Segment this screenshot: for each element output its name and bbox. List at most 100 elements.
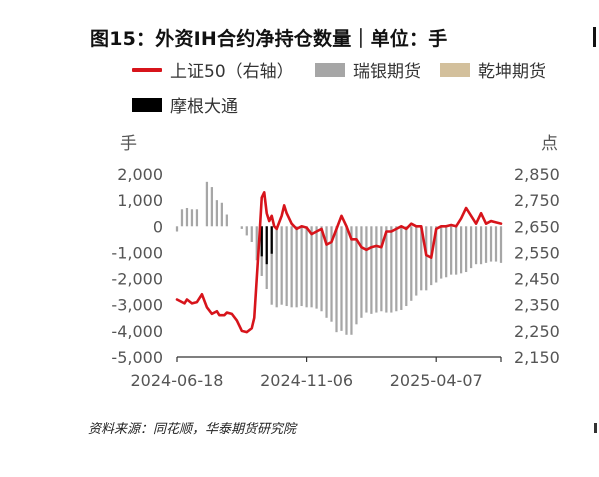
bar-ubs (375, 226, 378, 313)
bar-ubs (484, 226, 488, 263)
left-axis-tick-label: -1,000 (111, 243, 163, 262)
legend-label: 摩根大通 (170, 97, 238, 117)
bar-ubs (360, 226, 363, 318)
bar-ubs (400, 226, 403, 310)
bar-ubs (240, 226, 243, 229)
bar-ubs (370, 226, 373, 314)
legend-swatch-box (315, 62, 345, 77)
right-axis-tick-label: 2,750 (514, 191, 560, 210)
bar-ubs (499, 226, 503, 263)
adjacent-panel-edge-lower (594, 423, 597, 433)
bar-ubs (420, 226, 423, 291)
bar-ubs (255, 226, 258, 261)
left-axis-unit: 手 (120, 134, 137, 154)
bar-ubs (425, 226, 428, 291)
bar-ubs (435, 226, 438, 283)
bar-ubs (440, 226, 443, 279)
right-axis-tick-label: 2,850 (514, 165, 560, 184)
legend-swatch-box (440, 62, 470, 77)
bar-ubs (474, 226, 478, 265)
bar-ubs (225, 214, 228, 227)
bar-ubs (469, 226, 473, 269)
right-axis-tick-label: 2,150 (514, 348, 560, 367)
bar-ubs (464, 226, 468, 273)
left-axis-tick-label: 2,000 (117, 165, 163, 184)
bar-ubs (300, 226, 303, 307)
x-axis-tick-label: 2024-11-06 (260, 371, 353, 390)
legend-label: 瑞银期货 (353, 62, 421, 82)
bar-ubs (305, 226, 308, 308)
bar-ubs (355, 226, 358, 325)
right-axis-tick-label: 2,550 (514, 243, 560, 262)
bar-ubs (405, 226, 408, 307)
bar-ubs (280, 226, 283, 305)
bar-ubs (285, 226, 288, 307)
left-axis-tick-label: -4,000 (111, 322, 163, 341)
bar-ubs (340, 226, 343, 331)
bar-ubs (479, 226, 483, 265)
bar-ubs (380, 226, 383, 312)
bar-ubs (220, 202, 223, 227)
bar-ubs (195, 209, 199, 227)
legend-swatch-line (132, 67, 162, 72)
adjacent-panel-edge (593, 27, 596, 47)
bar-series-group (175, 181, 503, 335)
bar-ubs (320, 226, 323, 312)
chart-title: 图15：外资IH合约净持仓数量｜单位：手 (90, 28, 448, 50)
bar-jpmorgan (260, 226, 263, 257)
right-axis-tick-label: 2,350 (514, 296, 560, 315)
bar-ubs (450, 226, 453, 275)
legend-swatch-box (132, 97, 162, 112)
bar-ubs (445, 226, 448, 278)
bar-ubs (270, 226, 273, 305)
source-note: 资料来源：同花顺，华泰期货研究院 (88, 422, 297, 437)
bar-ubs (410, 226, 413, 301)
legend-item-jpmorgan: 摩根大通 (132, 92, 238, 117)
left-axis-tick-label: -2,000 (111, 270, 163, 289)
bar-ubs (310, 226, 313, 308)
bar-ubs (350, 226, 353, 335)
left-axis-tick-label: -5,000 (111, 348, 163, 367)
bar-ubs (315, 226, 318, 309)
bar-ubs (215, 200, 218, 227)
bar-ubs (455, 226, 458, 275)
left-axis-tick-label: 0 (153, 217, 163, 236)
legend-item-qiankun-futures: 乾坤期货 (440, 57, 546, 82)
x-axis-tick-label: 2025-04-07 (390, 371, 483, 390)
bar-ubs (325, 226, 328, 318)
bar-ubs (489, 226, 493, 262)
bar-ubs (345, 226, 348, 335)
left-axis-tick-label: 1,000 (117, 191, 163, 210)
right-axis-tick-label: 2,450 (514, 270, 560, 289)
bar-ubs (395, 226, 398, 312)
bar-ubs (180, 209, 184, 227)
bar-ubs (365, 226, 368, 313)
left-axis-tick-label: -3,000 (111, 296, 163, 315)
x-axis-tick-label: 2024-06-18 (131, 371, 224, 390)
bar-ubs (494, 226, 498, 262)
legend-label: 上证50（右轴） (170, 62, 294, 82)
bar-ubs (275, 226, 278, 308)
bar-ubs (415, 226, 418, 296)
right-axis-tick-label: 2,250 (514, 322, 560, 341)
sse50-line (175, 191, 503, 334)
bar-ubs (205, 181, 209, 227)
bar-ubs (245, 226, 248, 236)
bar-ubs (330, 226, 333, 322)
bar-ubs (385, 226, 388, 313)
right-axis-unit: 点 (541, 134, 558, 154)
bar-ubs (390, 226, 393, 313)
line-series-group (175, 191, 503, 334)
bar-ubs (295, 226, 298, 308)
bar-ubs (210, 187, 214, 227)
bar-jpmorgan (265, 226, 268, 265)
bar-jpmorgan (270, 226, 273, 254)
legend-item-sse50: 上证50（右轴） (132, 57, 294, 82)
right-axis-tick-label: 2,650 (514, 217, 560, 236)
legend-item-ubs-futures: 瑞银期货 (315, 57, 421, 82)
legend-label: 乾坤期货 (478, 62, 546, 82)
bar-ubs (335, 226, 338, 333)
bar-ubs (175, 226, 179, 232)
bar-ubs (460, 226, 463, 274)
